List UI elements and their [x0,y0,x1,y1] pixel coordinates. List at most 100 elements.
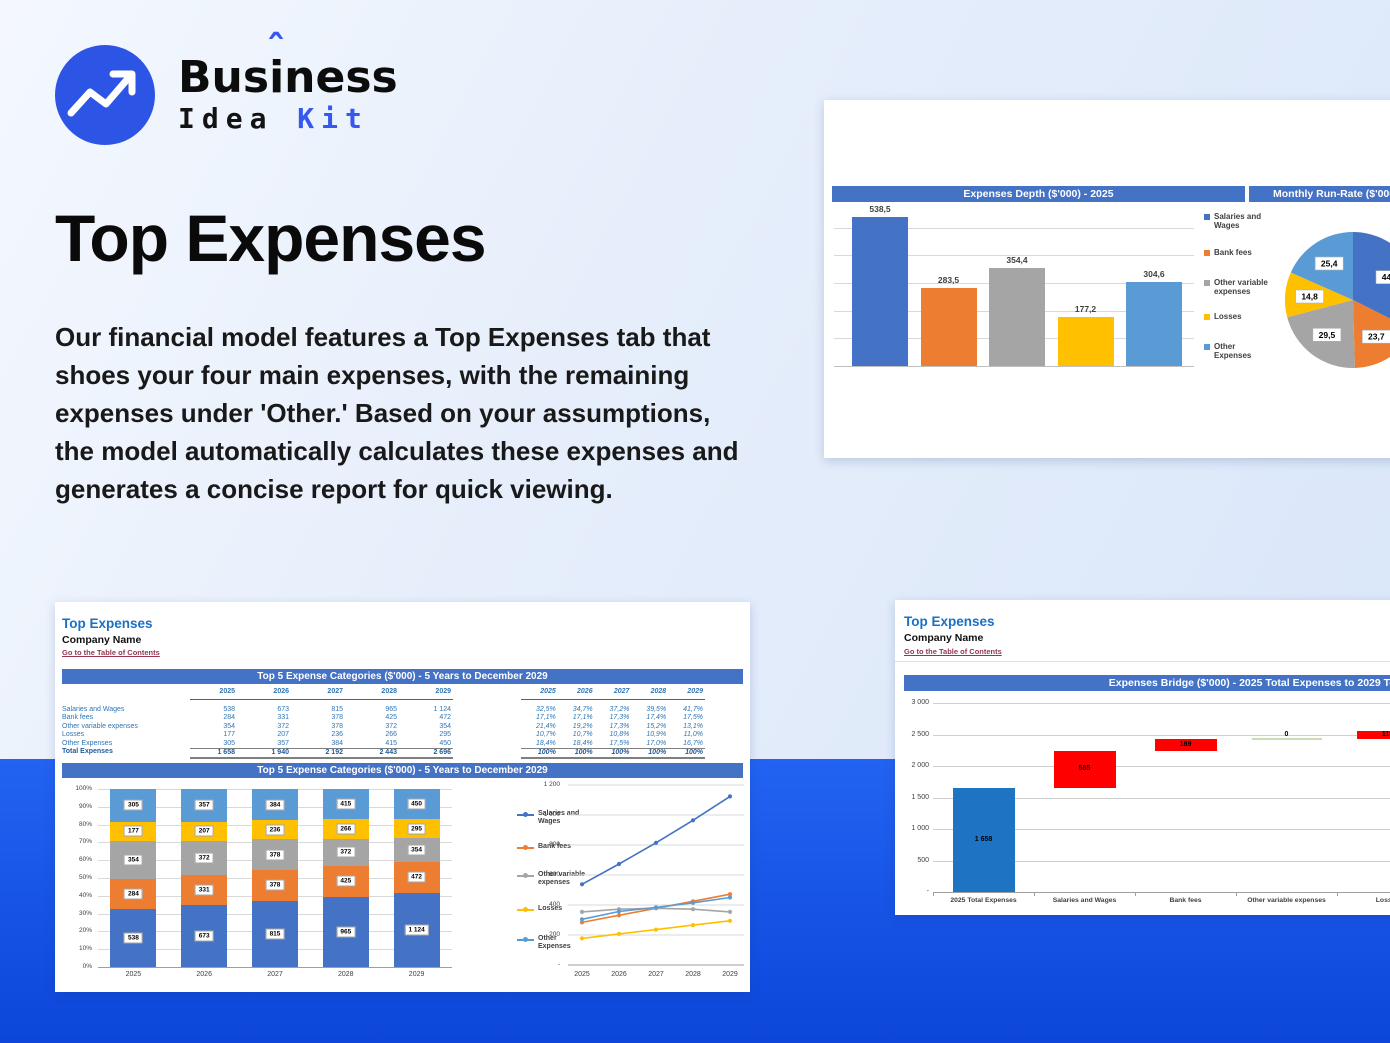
percent-block: 2025 2026 2027 2028 2029 [521,688,705,700]
percent-cell: 18,4% [535,739,556,747]
row-label [62,688,190,701]
x-category-label: Other variable expenses [1247,897,1326,904]
legend-item: Losses [1204,312,1272,321]
percent-block: 17,1% 17,1% 17,3% 17,4% 17,5% [521,714,705,722]
percent-cell: 17,0% [646,739,667,747]
segment-value-label: 415 [336,798,356,810]
pie-label: 29,5 [1319,330,1336,340]
percent-cell: 34,7% [572,706,593,713]
segment-value-label: 354 [407,844,427,856]
expenses-depth-header: Expenses Depth ($'000) - 2025 [832,186,1245,202]
segment-value-label: 384 [265,799,285,811]
percent-cell: 10,8% [609,731,630,739]
value-cell: 331 [277,714,289,722]
pie-label-box [1362,329,1390,344]
values-block: 354 372 378 372 354 [190,723,453,731]
percent-block: 10,7% 10,7% 10,8% 10,9% 11,0% [521,731,705,739]
y-tick-label: 600 [549,871,560,878]
segment-value-label: 472 [407,871,427,883]
expense-row: Losses 177 207 236 266 295 10,7% 10,7% 10,8% 10,9… [62,731,743,739]
segment-value-label: 331 [194,884,214,896]
y-tick-label: 50% [78,874,92,881]
percent-cell: 100% [611,748,630,756]
pie-label: 44,8 [1382,272,1390,282]
y-tick-label: 800 [549,841,560,848]
legend-marker [523,907,528,912]
brand-name-line1: Business [178,54,398,101]
value-cell: 284 [223,714,235,722]
value-cell: 2 443 [379,748,397,756]
x-tick-label: 2028 [338,971,354,978]
legend-swatch [1204,280,1210,286]
legend-line [517,937,534,942]
segment-value-label: 538 [123,932,143,944]
legend-marker [523,845,528,850]
column-bar-5 [1126,281,1182,366]
bridge-section-header: Expenses Bridge ($'000) - 2025 Total Exp… [904,675,1390,691]
legend-marker [523,873,528,878]
column-bar-2 [920,287,977,366]
percent-cell: 37,2% [609,706,630,713]
y-tick-label: 3 000 [911,699,929,706]
dashboard-screenshot-card: Expenses Depth ($'000) - 2025 Monthly Ru… [824,100,1390,458]
gridline [933,797,1390,799]
column-value-label: 177,2 [1074,304,1097,314]
values-block: 2025 2026 2027 2028 2029 [190,688,453,700]
row-label: Losses [62,731,85,739]
table-of-contents-link[interactable]: Go to the Table of Contents [62,648,160,657]
value-cell: 2028 [381,688,397,695]
data-point-marker [579,909,585,914]
trend-arrow-logo-icon [55,45,155,145]
expense-row: Bank fees 284 331 378 425 472 17,1% 17,1% 17,3% 1… [62,714,743,722]
legend-label: Other variable expenses [538,871,586,887]
value-cell: 1 124 [433,706,451,713]
step-value-label: 189 [1179,740,1192,748]
x-category-label: Bank fees [1169,897,1202,904]
legend-item: Other Expenses [517,935,590,952]
value-cell: 266 [385,731,397,739]
legend-item: Other variable expenses [517,871,590,888]
expense-row: Salaries and Wages 538 673 815 965 1 124 32,5%… [62,706,743,714]
pie-label: 23,7 [1368,332,1385,342]
x-tick-label: 2029 [722,971,738,978]
segment-value-label: 378 [265,849,285,861]
pie-label: 14,8 [1301,292,1318,302]
legend-label: Bank fees [1214,248,1252,257]
y-tick-label: 2 500 [911,730,929,738]
segment-value-label: 284 [123,888,143,900]
percent-cell: 2026 [577,688,593,695]
value-cell: 2027 [327,688,343,695]
x-tick-label: 2025 [574,971,590,978]
value-cell: 384 [331,739,343,747]
data-point-marker [579,920,585,925]
value-cell: 177 [223,731,235,739]
monthly-run-rate-pie-chart: 44,8 23,7 29,5 14,8 25,4 [1273,220,1390,380]
sheet-tab-title: Top Expenses [62,616,153,631]
pie-chart-svg: 44,8 23,7 29,5 14,8 25,4 [1284,232,1390,369]
data-point-marker [690,907,696,912]
y-tick-label: 200 [549,931,560,938]
bridge-bar-3 [1154,738,1217,751]
bridge-bar-2 [1053,750,1116,788]
y-tick-label: 90% [78,802,92,810]
axis-tick [933,892,934,896]
x-tick-label: 2025 [125,971,142,978]
axis-tick [1337,892,1338,896]
x-category-label: 2025 Total Expenses [950,897,1017,904]
x-tick-label: 2028 [685,971,701,978]
column-gap [453,714,521,722]
percent-cell: 2027 [613,688,630,695]
value-cell: 2029 [435,688,451,695]
legend-label: Losses [1214,312,1242,321]
y-tick-label: 10% [78,945,92,953]
percent-cell: 39,5% [646,706,667,713]
percent-cell: 19,2% [572,722,593,730]
table-of-contents-link[interactable]: Go to the Table of Contents [904,647,1002,656]
y-tick-label: 1 000 [911,825,929,832]
data-point-marker [579,936,585,941]
percent-cell: 2029 [687,688,703,695]
percent-cell: 16,7% [683,739,703,747]
segment-value-label: 673 [194,930,214,942]
column-value-label: 283,5 [937,274,960,285]
value-cell: 415 [385,739,397,747]
